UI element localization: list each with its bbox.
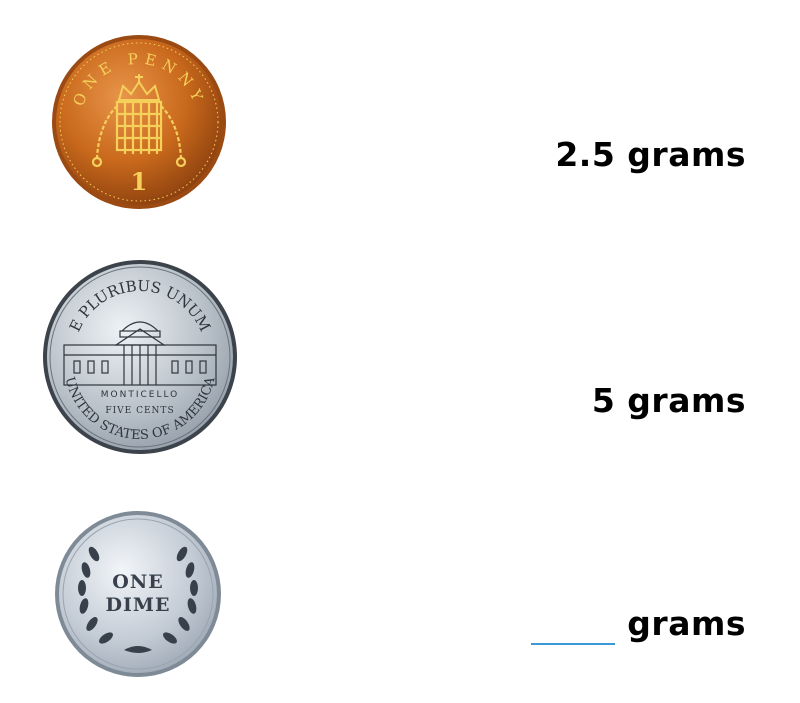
penny-weight-value: 2.5 [555, 135, 616, 174]
penny-weight-unit: grams [627, 135, 746, 174]
dime-weight-label: grams [531, 604, 746, 645]
nickel-weight-label: 5 grams [592, 381, 746, 420]
nickel-coin-image: E PLURIBUS UNUM MONTICELLO FIVE CENTS UN… [43, 260, 237, 454]
nickel-building-label: MONTICELLO [101, 390, 180, 400]
nickel-weight-unit: grams [627, 381, 746, 420]
penny-numeral: 1 [131, 167, 148, 196]
dime-weight-unit: grams [627, 604, 746, 643]
dime-weight-answer-blank[interactable] [531, 643, 616, 645]
nickel-value: FIVE CENTS [105, 406, 174, 416]
nickel-weight-value: 5 [591, 381, 616, 420]
penny-weight-label: 2.5 grams [555, 135, 746, 174]
dime-value-line2: DIME [106, 594, 171, 616]
dime-value-line1: ONE [112, 571, 163, 593]
penny-coin-image: ONE PENNY 1 [52, 35, 226, 209]
dime-coin-image: ONE DIME [55, 511, 221, 677]
